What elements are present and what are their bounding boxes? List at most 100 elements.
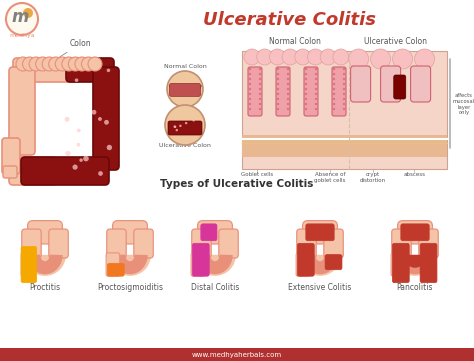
Circle shape <box>333 98 335 100</box>
Circle shape <box>305 93 307 95</box>
Text: abscess: abscess <box>403 172 425 177</box>
FancyBboxPatch shape <box>192 229 211 258</box>
Circle shape <box>348 49 369 69</box>
FancyBboxPatch shape <box>297 229 316 258</box>
Circle shape <box>91 110 96 115</box>
Circle shape <box>249 73 251 75</box>
Text: Distal Colitis: Distal Colitis <box>191 283 239 292</box>
FancyBboxPatch shape <box>401 224 429 241</box>
FancyBboxPatch shape <box>113 221 147 244</box>
Circle shape <box>62 57 76 71</box>
Circle shape <box>277 98 279 100</box>
Circle shape <box>333 73 335 75</box>
FancyBboxPatch shape <box>242 135 447 157</box>
Circle shape <box>287 78 289 80</box>
Circle shape <box>49 57 63 71</box>
Wedge shape <box>169 123 184 131</box>
Circle shape <box>333 103 335 105</box>
FancyBboxPatch shape <box>351 66 371 102</box>
FancyBboxPatch shape <box>198 221 232 244</box>
Polygon shape <box>34 255 56 268</box>
Circle shape <box>287 98 289 100</box>
FancyBboxPatch shape <box>420 243 437 283</box>
FancyBboxPatch shape <box>324 229 343 258</box>
Wedge shape <box>176 86 189 92</box>
Circle shape <box>305 83 307 85</box>
Circle shape <box>392 49 412 69</box>
Circle shape <box>257 49 273 65</box>
Circle shape <box>305 98 307 100</box>
Circle shape <box>249 78 251 80</box>
Circle shape <box>107 145 112 150</box>
FancyBboxPatch shape <box>219 229 238 258</box>
Text: Colon: Colon <box>57 39 91 58</box>
Polygon shape <box>204 255 226 268</box>
Circle shape <box>333 68 335 70</box>
Circle shape <box>175 129 178 131</box>
Circle shape <box>107 69 110 72</box>
Text: Ulcerative Colon: Ulcerative Colon <box>159 143 211 148</box>
Text: Absence of
goblet cells: Absence of goblet cells <box>314 172 346 183</box>
Text: Normal Colon: Normal Colon <box>269 37 321 46</box>
Circle shape <box>315 93 317 95</box>
FancyBboxPatch shape <box>201 224 217 241</box>
Circle shape <box>185 122 187 124</box>
Wedge shape <box>185 123 201 131</box>
FancyBboxPatch shape <box>392 229 411 258</box>
Circle shape <box>23 57 36 71</box>
Circle shape <box>315 78 317 80</box>
Circle shape <box>75 57 89 71</box>
Circle shape <box>308 49 323 65</box>
FancyBboxPatch shape <box>107 229 126 258</box>
FancyBboxPatch shape <box>9 67 35 155</box>
Circle shape <box>315 88 317 90</box>
Circle shape <box>249 68 251 70</box>
Circle shape <box>287 108 289 110</box>
Text: Proctitis: Proctitis <box>29 283 61 292</box>
Circle shape <box>249 98 251 100</box>
Circle shape <box>305 78 307 80</box>
Circle shape <box>277 103 279 105</box>
FancyBboxPatch shape <box>419 229 438 258</box>
FancyBboxPatch shape <box>21 157 109 185</box>
Circle shape <box>249 83 251 85</box>
Text: Goblet cells: Goblet cells <box>241 172 273 177</box>
Text: Ulcerative Colitis: Ulcerative Colitis <box>203 11 376 29</box>
Circle shape <box>75 78 78 82</box>
Circle shape <box>343 103 345 105</box>
FancyBboxPatch shape <box>192 243 209 276</box>
FancyBboxPatch shape <box>3 166 17 178</box>
Circle shape <box>36 57 50 71</box>
Text: m: m <box>11 8 29 26</box>
FancyBboxPatch shape <box>170 83 201 96</box>
FancyBboxPatch shape <box>13 58 81 82</box>
Circle shape <box>343 78 345 80</box>
FancyBboxPatch shape <box>106 253 120 276</box>
Circle shape <box>333 78 335 80</box>
Circle shape <box>259 68 261 70</box>
Circle shape <box>88 57 102 71</box>
Circle shape <box>305 88 307 90</box>
Circle shape <box>305 108 307 110</box>
Circle shape <box>167 71 203 107</box>
Circle shape <box>287 93 289 95</box>
FancyBboxPatch shape <box>297 243 314 276</box>
Circle shape <box>68 57 82 71</box>
Circle shape <box>76 143 80 147</box>
FancyBboxPatch shape <box>21 253 35 276</box>
Circle shape <box>315 83 317 85</box>
Polygon shape <box>119 255 141 268</box>
Circle shape <box>174 126 176 128</box>
FancyBboxPatch shape <box>398 221 432 244</box>
Polygon shape <box>309 255 331 268</box>
Circle shape <box>277 73 279 75</box>
Circle shape <box>98 171 103 176</box>
Wedge shape <box>182 86 195 92</box>
FancyBboxPatch shape <box>22 229 41 258</box>
Circle shape <box>277 78 279 80</box>
FancyBboxPatch shape <box>242 51 447 169</box>
Circle shape <box>259 108 261 110</box>
Circle shape <box>77 129 81 132</box>
Circle shape <box>343 73 345 75</box>
Circle shape <box>65 151 71 156</box>
